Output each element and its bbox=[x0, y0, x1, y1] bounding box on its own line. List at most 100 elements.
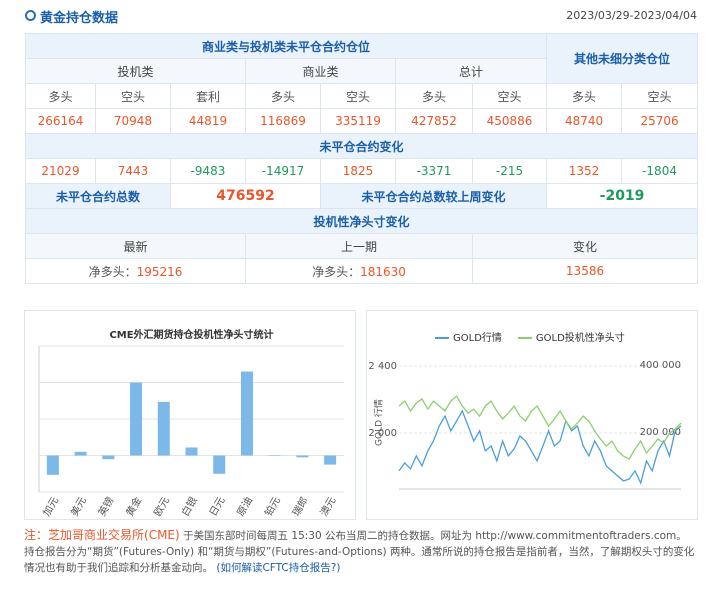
y2-tick-label: 200 000 bbox=[640, 427, 681, 438]
table-cell: 未平仓合约总数 bbox=[25, 183, 171, 209]
title: 黄金持仓数据 bbox=[40, 11, 119, 26]
bar bbox=[185, 447, 198, 456]
table-cell: 335119 bbox=[320, 108, 396, 134]
table-cell: 投机类 bbox=[25, 58, 246, 84]
table-cell: -14917 bbox=[245, 158, 321, 184]
table-cell: 116869 bbox=[245, 108, 321, 134]
y-axis-label: GOLD 行情 bbox=[373, 399, 385, 446]
x-tick-label: 黄金 bbox=[123, 495, 144, 519]
bar bbox=[213, 455, 226, 474]
positions-table: 商业类与投机类未平仓合约仓位 其他未细分类仓位 投机类 商业类 总计 多头 空头 套利 多头 空头… bbox=[24, 33, 699, 284]
table-cell: 套利 bbox=[170, 83, 246, 109]
chart-title: CME外汇期货持仓投机性净头寸统计 bbox=[109, 328, 273, 341]
y-tick-label: 2 000 bbox=[368, 428, 397, 439]
table-cell: 7443 bbox=[95, 158, 171, 184]
net-label: 净多头： bbox=[312, 264, 361, 279]
bar bbox=[157, 401, 170, 456]
series-line bbox=[398, 409, 682, 485]
table-row: 266164 70948 44819 116869 335119 427852 450886… bbox=[25, 108, 699, 134]
table-cell: 25706 bbox=[621, 108, 699, 134]
table-cell: -9483 bbox=[170, 158, 246, 184]
table-cell: 未平仓合约变化 bbox=[24, 133, 699, 159]
note-source: 芝加哥商业交易所(CME) bbox=[48, 528, 180, 542]
table-cell: 其他未细分类仓位 bbox=[546, 33, 699, 84]
bar bbox=[296, 455, 309, 458]
bar bbox=[268, 455, 281, 456]
x-tick-label: 铂元 bbox=[262, 495, 283, 519]
table-cell: 空头 bbox=[471, 83, 548, 109]
table-cell: -2019 bbox=[546, 183, 699, 209]
table-cell: 70948 bbox=[95, 108, 171, 134]
series-line bbox=[398, 395, 682, 460]
header-icon bbox=[25, 10, 36, 21]
x-tick-label: 澳元 bbox=[317, 495, 338, 519]
table-row: 未平仓合约总数 476592 未平仓合约总数较上周变化 -2019 bbox=[25, 183, 699, 209]
net-value: 195216 bbox=[136, 264, 183, 279]
x-tick-label: 原油 bbox=[234, 495, 255, 519]
y2-tick-label: 400 000 bbox=[640, 360, 681, 371]
table-row: 21029 7443 -9483 -14917 1825 -3371 -215 1352 -18… bbox=[25, 158, 699, 184]
bar-panel: CME外汇期货持仓投机性净头寸统计 加元 美元 英镑 黄金 欧元 白银 日元 原油 铂元 瑞郎 澳元 bbox=[24, 310, 356, 520]
x-tick-label: 英镑 bbox=[95, 495, 116, 519]
table-cell: -215 bbox=[471, 158, 548, 184]
table-cell: 多头 bbox=[25, 83, 96, 109]
note-link[interactable]: (如何解读CFTC持仓报告?) bbox=[216, 562, 341, 574]
table-row: 最新 上一期 变化 bbox=[25, 233, 699, 259]
legend-label: GOLD投机性净头寸 bbox=[536, 331, 625, 344]
table-cell: 最新 bbox=[25, 233, 246, 259]
x-tick-label: 美元 bbox=[68, 495, 89, 519]
line-panel: 2 000 2 400 200 000 400 000 GOLD 行情 GOLD行情 GOL… bbox=[366, 310, 698, 520]
table-cell: 427852 bbox=[395, 108, 473, 134]
table-cell: 上一期 bbox=[245, 233, 473, 259]
x-tick-label: 白银 bbox=[178, 495, 199, 519]
note: 注：芝加哥商业交易所(CME) 于美国东部时间每周五 15:30 公布当周二的持… bbox=[24, 527, 696, 576]
table-cell: 未平仓合约总数较上周变化 bbox=[319, 183, 548, 209]
bar bbox=[102, 455, 115, 460]
bar bbox=[46, 455, 59, 475]
x-tick-label: 瑞郎 bbox=[289, 495, 310, 519]
table-cell: 净多头：181630 bbox=[245, 258, 473, 284]
legend-label: GOLD行情 bbox=[453, 331, 502, 344]
table-cell: 总计 bbox=[394, 58, 548, 84]
table-cell: 商业类 bbox=[245, 58, 396, 84]
net-label: 净多头： bbox=[88, 264, 137, 279]
table-cell: 13586 bbox=[471, 258, 699, 284]
table-cell: 44819 bbox=[170, 108, 246, 134]
x-tick-label: 欧元 bbox=[152, 495, 172, 518]
bar bbox=[240, 371, 253, 456]
y-tick-label: 2 400 bbox=[368, 361, 397, 372]
table-row: 未平仓合约变化 bbox=[24, 133, 699, 159]
table-row: 多头 空头 套利 多头 空头 多头 空头 多头 空头 bbox=[25, 83, 699, 109]
table-cell: -1804 bbox=[621, 158, 699, 184]
date-range: 2023/03/29-2023/04/04 bbox=[566, 9, 697, 22]
table-cell: 空头 bbox=[95, 83, 171, 109]
table-cell: 1825 bbox=[320, 158, 396, 184]
table-cell: 450886 bbox=[471, 108, 548, 134]
table-row: 净多头：195216 净多头：181630 13586 bbox=[25, 258, 699, 284]
table-cell: 变化 bbox=[471, 233, 699, 259]
bar bbox=[324, 455, 337, 465]
table-cell: 48740 bbox=[546, 108, 623, 134]
note-text: 于美国东部时间每周五 15:30 公布当周二的持仓数据。网址为 http://w… bbox=[24, 530, 695, 574]
table-cell: 476592 bbox=[170, 183, 321, 209]
table-cell: 266164 bbox=[25, 108, 96, 134]
table-cell: 1352 bbox=[546, 158, 623, 184]
table-row: 投机性净头寸变化 bbox=[24, 208, 699, 234]
table-row: 商业类与投机类未平仓合约仓位 其他未细分类仓位 bbox=[24, 33, 699, 84]
note-prefix: 注： bbox=[24, 528, 49, 542]
table-cell: 空头 bbox=[621, 83, 699, 109]
bar bbox=[130, 382, 143, 456]
table-cell: 多头 bbox=[546, 83, 623, 109]
x-tick-label: 加元 bbox=[41, 495, 61, 518]
table-cell: 投机性净头寸变化 bbox=[24, 208, 699, 234]
line-chart: 2 000 2 400 200 000 400 000 GOLD 行情 GOLD行情 GOL… bbox=[368, 331, 682, 490]
table-row: 投机类 商业类 总计 bbox=[25, 58, 698, 84]
table-cell: 多头 bbox=[245, 83, 321, 109]
table-cell: 空头 bbox=[320, 83, 396, 109]
table-cell: 净多头：195216 bbox=[25, 258, 246, 284]
table-cell: 多头 bbox=[395, 83, 473, 109]
table-cell: -3371 bbox=[395, 158, 473, 184]
net-value: 181630 bbox=[360, 264, 406, 279]
